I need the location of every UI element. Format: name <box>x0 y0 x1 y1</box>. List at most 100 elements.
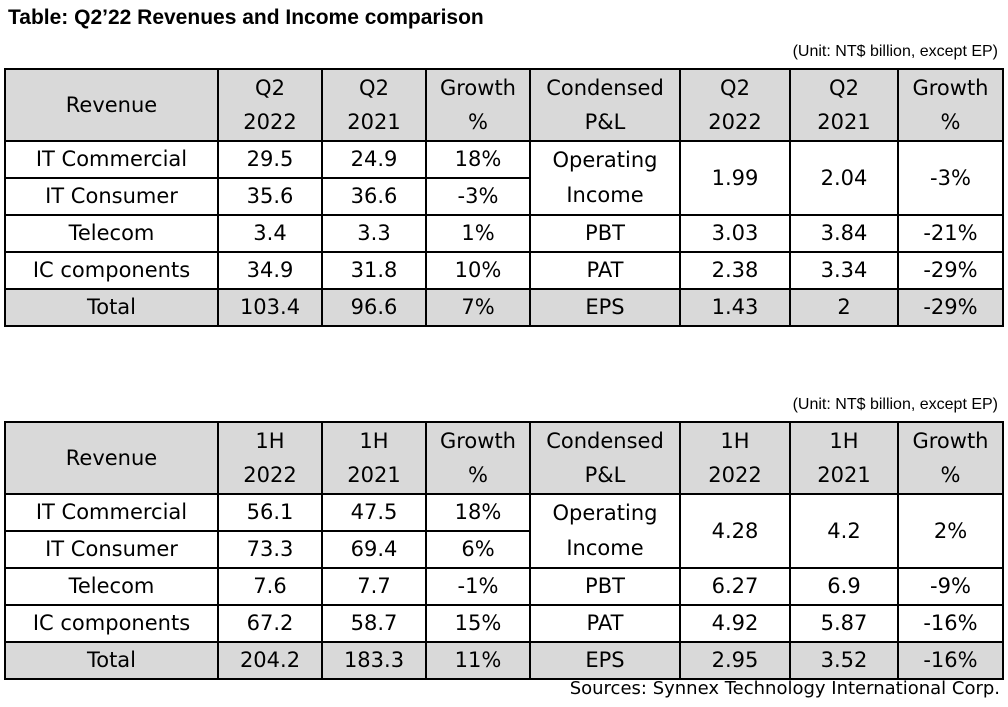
revenue-current: 7.6 <box>217 567 323 606</box>
total-row: Total 204.2 183.3 11% EPS 2.95 3.52 -16% <box>4 641 1004 680</box>
pl-header: Condensed P&L <box>529 68 681 142</box>
revenue-growth: -1% <box>425 567 531 606</box>
pl-current: 4.92 <box>679 604 791 643</box>
table-row: IT Consumer 73.3 69.4 6% <box>4 530 1003 569</box>
total-row: Total 103.4 96.6 7% EPS 1.43 2 -29% <box>4 288 1004 327</box>
revenue-prior: 69.4 <box>321 530 427 569</box>
prior-period-header: 1H 2021 <box>321 421 427 495</box>
growth-header: Growth% <box>425 68 531 142</box>
revenue-current: 73.3 <box>217 530 323 569</box>
pl-label: PBT <box>529 214 681 253</box>
pl-growth: -9% <box>897 567 1004 606</box>
page-title: Table: Q2’22 Revenues and Income compari… <box>8 6 484 29</box>
revenue-prior: 7.7 <box>321 567 427 606</box>
revenue-growth: 1% <box>425 214 531 253</box>
total-label: Total <box>4 641 219 680</box>
table-row: IC components 67.2 58.7 15% PAT 4.92 5.8… <box>4 604 1004 643</box>
revenue-label: IC components <box>4 604 219 643</box>
pl-label: Operating Income <box>529 140 681 216</box>
total-growth: 7% <box>425 288 531 327</box>
total-current: 204.2 <box>217 641 323 680</box>
table-row: IT Commercial 29.5 24.9 18% Operating Inc… <box>4 140 1004 216</box>
pl-growth: 2% <box>897 493 1004 569</box>
revenue-header: Revenue <box>4 68 219 142</box>
pl-growth-header: Growth% <box>897 68 1004 142</box>
pl-growth: -21% <box>897 214 1004 253</box>
revenue-current: 35.6 <box>217 177 323 216</box>
revenue-header: Revenue <box>4 421 219 495</box>
total-prior: 183.3 <box>321 641 427 680</box>
pl-prior: 5.87 <box>789 604 899 643</box>
revenue-growth: -3% <box>425 177 531 216</box>
revenue-current: 67.2 <box>217 604 323 643</box>
pl-prior: 3.84 <box>789 214 899 253</box>
eps-growth: -16% <box>897 641 1004 680</box>
revenue-label: IT Commercial <box>4 493 219 532</box>
pl-current: 4.28 <box>679 493 791 569</box>
table-row: Telecom 7.6 7.7 -1% PBT 6.27 6.9 -9% <box>4 567 1004 606</box>
prior-period-header: Q2 2021 <box>321 68 427 142</box>
pl-current-period-header: Q2 2022 <box>679 68 791 142</box>
pl-growth-header: Growth% <box>897 421 1004 495</box>
pl-prior: 2.04 <box>789 140 899 216</box>
eps-label: EPS <box>529 288 681 327</box>
growth-header: Growth% <box>425 421 531 495</box>
current-period-header: Q2 2022 <box>217 68 323 142</box>
pl-label: PAT <box>529 251 681 290</box>
table-row: Telecom 3.4 3.3 1% PBT 3.03 3.84 -21% <box>4 214 1004 253</box>
revenue-growth: 18% <box>425 493 531 532</box>
1h-comparison-table: Revenue 1H 2022 1H 2021 Growth% Condensed P… <box>4 421 1004 680</box>
unit-label: (Unit: NT$ billion, except EP) <box>792 43 998 60</box>
revenue-label: IT Consumer <box>4 177 219 216</box>
revenue-growth: 18% <box>425 140 531 179</box>
table-row: IC components 34.9 31.8 10% PAT 2.38 3.3… <box>4 251 1004 290</box>
pl-current: 1.99 <box>679 140 791 216</box>
revenue-label: IT Consumer <box>4 530 219 569</box>
revenue-current: 56.1 <box>217 493 323 532</box>
pl-prior: 4.2 <box>789 493 899 569</box>
current-period-header: 1H 2022 <box>217 421 323 495</box>
eps-growth: -29% <box>897 288 1004 327</box>
pl-prior-period-header: Q2 2021 <box>789 68 899 142</box>
revenue-label: IC components <box>4 251 219 290</box>
pl-growth: -29% <box>897 251 1004 290</box>
revenue-current: 34.9 <box>217 251 323 290</box>
eps-current: 1.43 <box>679 288 791 327</box>
table-row: IT Commercial 56.1 47.5 18% Operating Inc… <box>4 493 1004 569</box>
pl-growth: -16% <box>897 604 1004 643</box>
revenue-prior: 47.5 <box>321 493 427 532</box>
revenue-current: 29.5 <box>217 140 323 179</box>
pl-current: 2.38 <box>679 251 791 290</box>
total-label: Total <box>4 288 219 327</box>
pl-current-period-header: 1H 2022 <box>679 421 791 495</box>
table-header-row: Revenue Q2 2022 Q2 2021 Growth% Condensed P… <box>4 68 1004 142</box>
pl-current: 6.27 <box>679 567 791 606</box>
eps-current: 2.95 <box>679 641 791 680</box>
pl-label: Operating Income <box>529 493 681 569</box>
revenue-growth: 10% <box>425 251 531 290</box>
revenue-growth: 15% <box>425 604 531 643</box>
pl-label: PAT <box>529 604 681 643</box>
eps-prior: 2 <box>789 288 899 327</box>
pl-prior-period-header: 1H 2021 <box>789 421 899 495</box>
total-growth: 11% <box>425 641 531 680</box>
pl-label: PBT <box>529 567 681 606</box>
total-prior: 96.6 <box>321 288 427 327</box>
pl-header: Condensed P&L <box>529 421 681 495</box>
revenue-prior: 36.6 <box>321 177 427 216</box>
pl-current: 3.03 <box>679 214 791 253</box>
unit-label: (Unit: NT$ billion, except EP) <box>792 396 998 413</box>
eps-label: EPS <box>529 641 681 680</box>
total-current: 103.4 <box>217 288 323 327</box>
eps-prior: 3.52 <box>789 641 899 680</box>
pl-growth: -3% <box>897 140 1004 216</box>
pl-prior: 3.34 <box>789 251 899 290</box>
revenue-growth: 6% <box>425 530 531 569</box>
revenue-prior: 58.7 <box>321 604 427 643</box>
source-note: Sources: Synnex Technology International… <box>569 678 1000 699</box>
revenue-label: Telecom <box>4 567 219 606</box>
revenue-prior: 31.8 <box>321 251 427 290</box>
revenue-prior: 24.9 <box>321 140 427 179</box>
pl-prior: 6.9 <box>789 567 899 606</box>
revenue-current: 3.4 <box>217 214 323 253</box>
